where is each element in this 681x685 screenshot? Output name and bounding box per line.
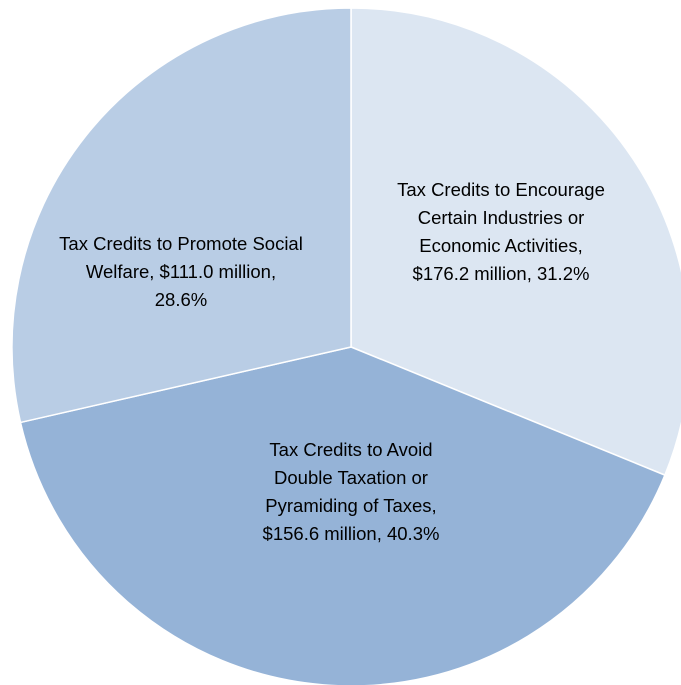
slice-label-promote-social-welfare: Tax Credits to Promote Social Welfare, $… [59, 233, 303, 310]
pie-slice-promote-social-welfare [11, 7, 352, 424]
slice-label-encourage-industries: Tax Credits to Encourage Certain Industr… [397, 179, 605, 284]
pie-slice-encourage-industries [350, 7, 681, 476]
slice-label-avoid-double-taxation: Tax Credits to Avoid Double Taxation or … [262, 439, 440, 544]
